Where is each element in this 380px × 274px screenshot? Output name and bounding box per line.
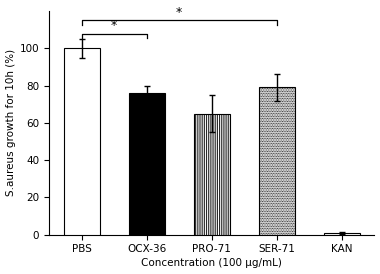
Text: *: * [176,6,182,19]
Bar [259,87,295,235]
Bar [194,113,230,235]
Bar [64,48,100,235]
X-axis label: Concentration (100 μg/mL): Concentration (100 μg/mL) [141,258,282,269]
Bar [129,93,165,235]
Y-axis label: S.aureus growth for 10h (%): S.aureus growth for 10h (%) [6,49,16,196]
Bar [324,233,360,235]
Text: *: * [111,19,117,32]
